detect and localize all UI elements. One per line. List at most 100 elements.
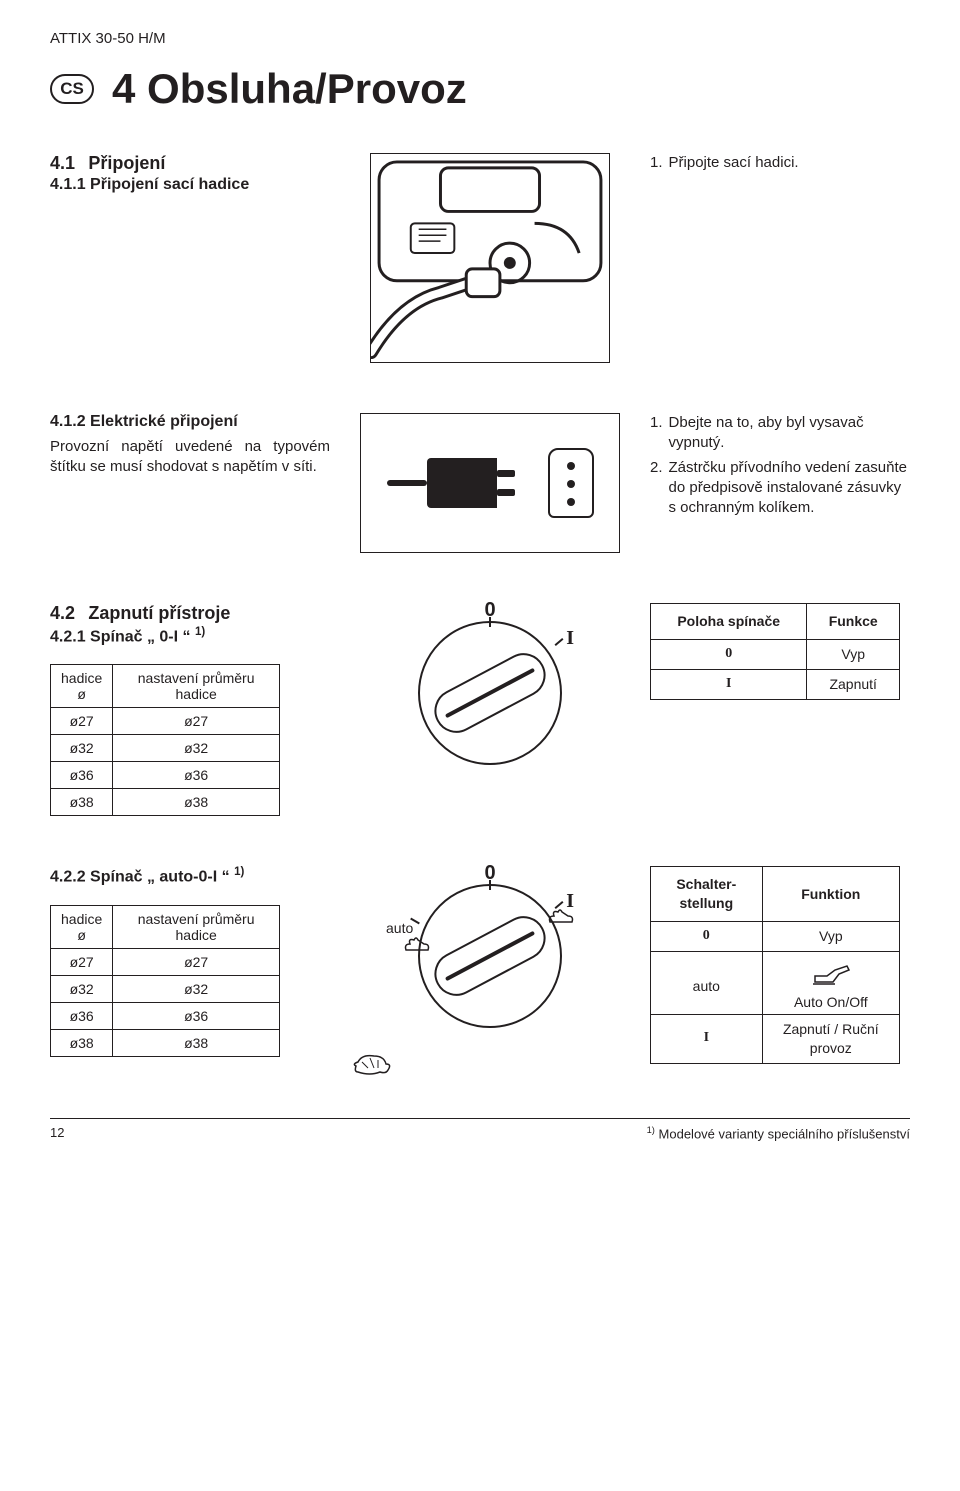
section-title: 4 Obsluha/Provoz xyxy=(112,65,467,113)
h-sub-num: 4.2.1 xyxy=(50,628,86,645)
label: hadice xyxy=(61,670,102,686)
section-number: 4 xyxy=(112,65,135,112)
cord-icon xyxy=(387,480,427,486)
table-row: ø27ø27 xyxy=(51,708,280,735)
table-row: hadice ø nastavení průměru hadice xyxy=(51,665,280,708)
cell: ø27 xyxy=(113,948,280,975)
left-col: 4.1.2 Elektrické připojení Provozní napě… xyxy=(50,413,330,553)
cell-fn: Auto On/Off xyxy=(762,952,899,1015)
language-badge: CS xyxy=(50,74,94,104)
body-text: Provozní napětí uvedené na typovém štítk… xyxy=(50,437,330,478)
h-sub-num: 4.2.2 xyxy=(50,869,86,886)
heading-4-1-2: 4.1.2 Elektrické připojení xyxy=(50,413,330,431)
cell: ø27 xyxy=(51,708,113,735)
table-row: 0 Vyp xyxy=(651,639,900,669)
sander-icon xyxy=(809,962,853,988)
cell: ø32 xyxy=(51,975,113,1002)
section-name: Obsluha/Provoz xyxy=(147,65,467,112)
rabbit-icon xyxy=(546,906,576,926)
plug-icon xyxy=(427,458,497,508)
cell: ø36 xyxy=(113,762,280,789)
cell: ø32 xyxy=(113,735,280,762)
table-row: ø36ø36 xyxy=(51,762,280,789)
cell: ø36 xyxy=(113,1002,280,1029)
heading-4-2-1: 4.2.1 Spínač „ 0-I “ 1) xyxy=(50,626,330,646)
page-number: 12 xyxy=(50,1125,64,1141)
vacuum-icon xyxy=(371,154,609,362)
left-col: 4.2 Zapnutí přístroje 4.2.1 Spínač „ 0-I… xyxy=(50,603,330,816)
steps: 1. Připojte sací hadici. xyxy=(650,153,910,173)
block-4-2-2: 4.2.2 Spínač „ auto-0-I “ 1) hadice ø na… xyxy=(50,866,910,1078)
header-pos: Schalter-stellung xyxy=(651,867,763,922)
function-table: Poloha spínače Funkce 0 Vyp I Zapnutí xyxy=(650,603,900,700)
table-row: ø36ø36 xyxy=(51,1002,280,1029)
h-title: Zapnutí přístroje xyxy=(88,603,230,623)
figure-plug xyxy=(350,413,630,553)
table-row: Schalter-stellung Funktion xyxy=(651,867,900,922)
turtle-icon xyxy=(350,1052,394,1078)
table-row: ø32ø32 xyxy=(51,975,280,1002)
hose-table: hadice ø nastavení průměru hadice ø27ø27… xyxy=(50,905,280,1057)
h-sub-title: Spínač „ 0-I “ xyxy=(90,628,190,645)
cell-fn: Zapnutí xyxy=(807,669,900,699)
steps: 1. Dbejte na to, aby byl vysavač vypnutý… xyxy=(650,413,910,518)
cell-pos: 0 xyxy=(651,639,807,669)
cell-pos: auto xyxy=(651,952,763,1015)
footer-rule xyxy=(50,1118,910,1119)
heading-4-1: 4.1 Připojení xyxy=(50,153,330,174)
heading-4-1-1: 4.1.1 Připojení sací hadice xyxy=(50,176,330,194)
footnote: 1) Modelové varianty speciálního přísluš… xyxy=(647,1125,910,1141)
h-sub-num: 4.1.1 xyxy=(50,176,86,193)
table-row: Poloha spínače Funkce xyxy=(651,604,900,640)
hose-table: hadice ø nastavení průměru hadice ø27ø27… xyxy=(50,664,280,816)
step-text: Dbejte na to, aby byl vysavač vypnutý. xyxy=(669,413,910,454)
step-text: Zástrčku přívodního vedení zasuňte do př… xyxy=(669,458,910,519)
cell: ø38 xyxy=(113,789,280,816)
cell-pos: 0 xyxy=(651,922,763,952)
header-fn: Funkce xyxy=(807,604,900,640)
right-col: 1. Dbejte na to, aby byl vysavač vypnutý… xyxy=(650,413,910,553)
cell: ø27 xyxy=(113,708,280,735)
page-footer: 12 1) Modelové varianty speciálního přís… xyxy=(50,1125,910,1151)
dial-one-label: I xyxy=(566,627,574,650)
dial-illustration: 0 I auto xyxy=(400,866,580,1046)
block-4-1-2: 4.1.2 Elektrické připojení Provozní napě… xyxy=(50,413,910,553)
header-fn: Funktion xyxy=(762,867,899,922)
footnote-mark: 1) xyxy=(234,866,244,878)
footnote-mark: 1) xyxy=(647,1125,655,1135)
footnote-text: Modelové varianty speciálního příslušens… xyxy=(659,1127,910,1142)
cell: ø32 xyxy=(51,735,113,762)
cell-fn: Vyp xyxy=(762,922,899,952)
step-num: 1. xyxy=(650,413,663,454)
figure-hose-connect xyxy=(350,153,630,363)
h-title: Připojení xyxy=(88,153,165,173)
rabbit-icon xyxy=(402,934,432,954)
table-row: ø27ø27 xyxy=(51,948,280,975)
function-table: Schalter-stellung Funktion 0 Vyp auto Au… xyxy=(650,866,900,1063)
cell-fn: Vyp xyxy=(807,639,900,669)
cell-pos: I xyxy=(651,669,807,699)
h-num: 4.1.2 xyxy=(50,413,86,430)
figure-dial-1: 0 I xyxy=(350,603,630,816)
label: Auto On/Off xyxy=(794,994,868,1010)
heading-4-2: 4.2 Zapnutí přístroje xyxy=(50,603,330,624)
header-pos: Poloha spínače xyxy=(651,604,807,640)
hose-col-2: nastavení průměru hadice xyxy=(113,665,280,708)
section-heading: CS 4 Obsluha/Provoz xyxy=(50,65,910,113)
table-row: auto Auto On/Off xyxy=(651,952,900,1015)
dial-illustration: 0 I xyxy=(400,603,580,783)
step: 2. Zástrčku přívodního vedení zasuňte do… xyxy=(650,458,910,519)
right-col: Poloha spínače Funkce 0 Vyp I Zapnutí xyxy=(650,603,910,816)
page: ATTIX 30-50 H/M CS 4 Obsluha/Provoz 4.1 … xyxy=(0,0,960,1172)
h-num: 4.2 xyxy=(50,603,75,623)
table-row: I Zapnutí xyxy=(651,669,900,699)
table-row: 0 Vyp xyxy=(651,922,900,952)
step: 1. Dbejte na to, aby byl vysavač vypnutý… xyxy=(650,413,910,454)
cell: ø32 xyxy=(113,975,280,1002)
h-sub-title: Spínač „ auto-0-I “ xyxy=(90,869,230,886)
table-row: ø32ø32 xyxy=(51,735,280,762)
cell: ø38 xyxy=(51,1029,113,1056)
right-col: Schalter-stellung Funktion 0 Vyp auto Au… xyxy=(650,866,910,1078)
cell: ø27 xyxy=(51,948,113,975)
cell: ø36 xyxy=(51,762,113,789)
